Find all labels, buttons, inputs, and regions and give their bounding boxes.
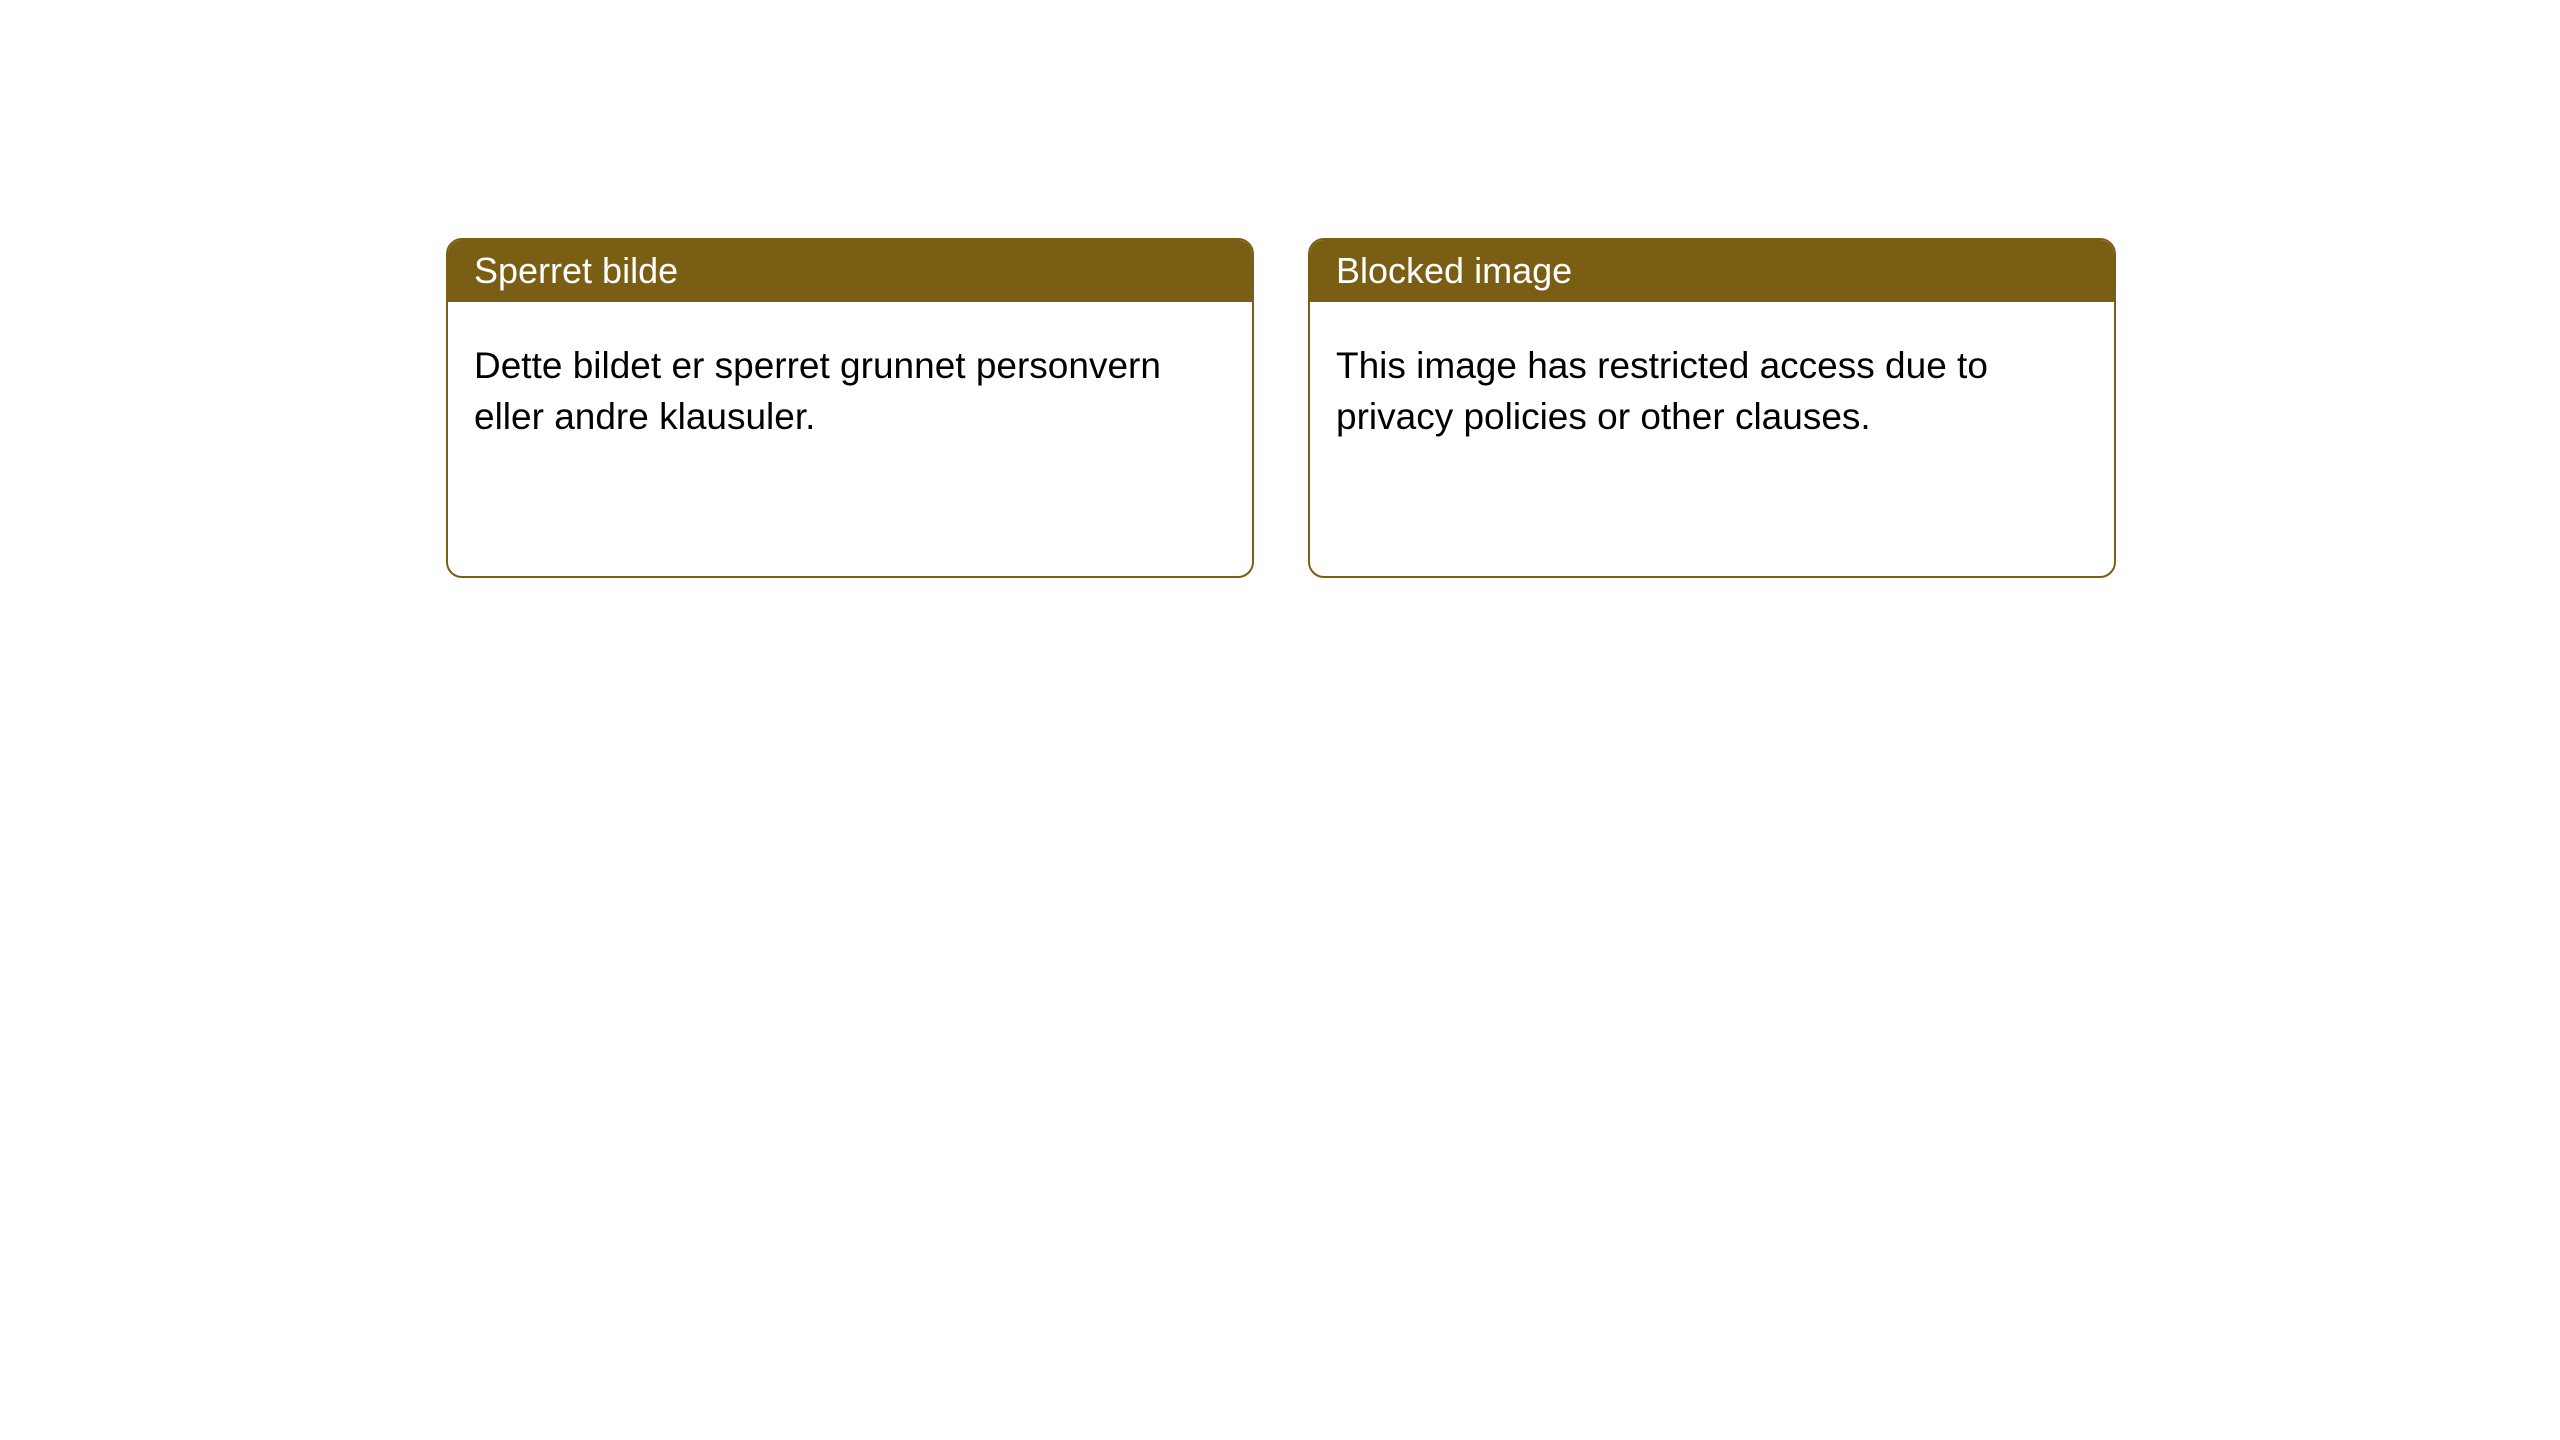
notice-title: Blocked image [1336,250,1572,291]
notice-body: Dette bildet er sperret grunnet personve… [448,302,1252,480]
notice-body-text: Dette bildet er sperret grunnet personve… [474,345,1161,437]
notice-body-text: This image has restricted access due to … [1336,345,1988,437]
notice-container: Sperret bilde Dette bildet er sperret gr… [0,0,2560,578]
notice-body: This image has restricted access due to … [1310,302,2114,480]
notice-header: Sperret bilde [448,240,1252,302]
notice-title: Sperret bilde [474,250,678,291]
notice-box-english: Blocked image This image has restricted … [1308,238,2116,578]
notice-box-norwegian: Sperret bilde Dette bildet er sperret gr… [446,238,1254,578]
notice-header: Blocked image [1310,240,2114,302]
